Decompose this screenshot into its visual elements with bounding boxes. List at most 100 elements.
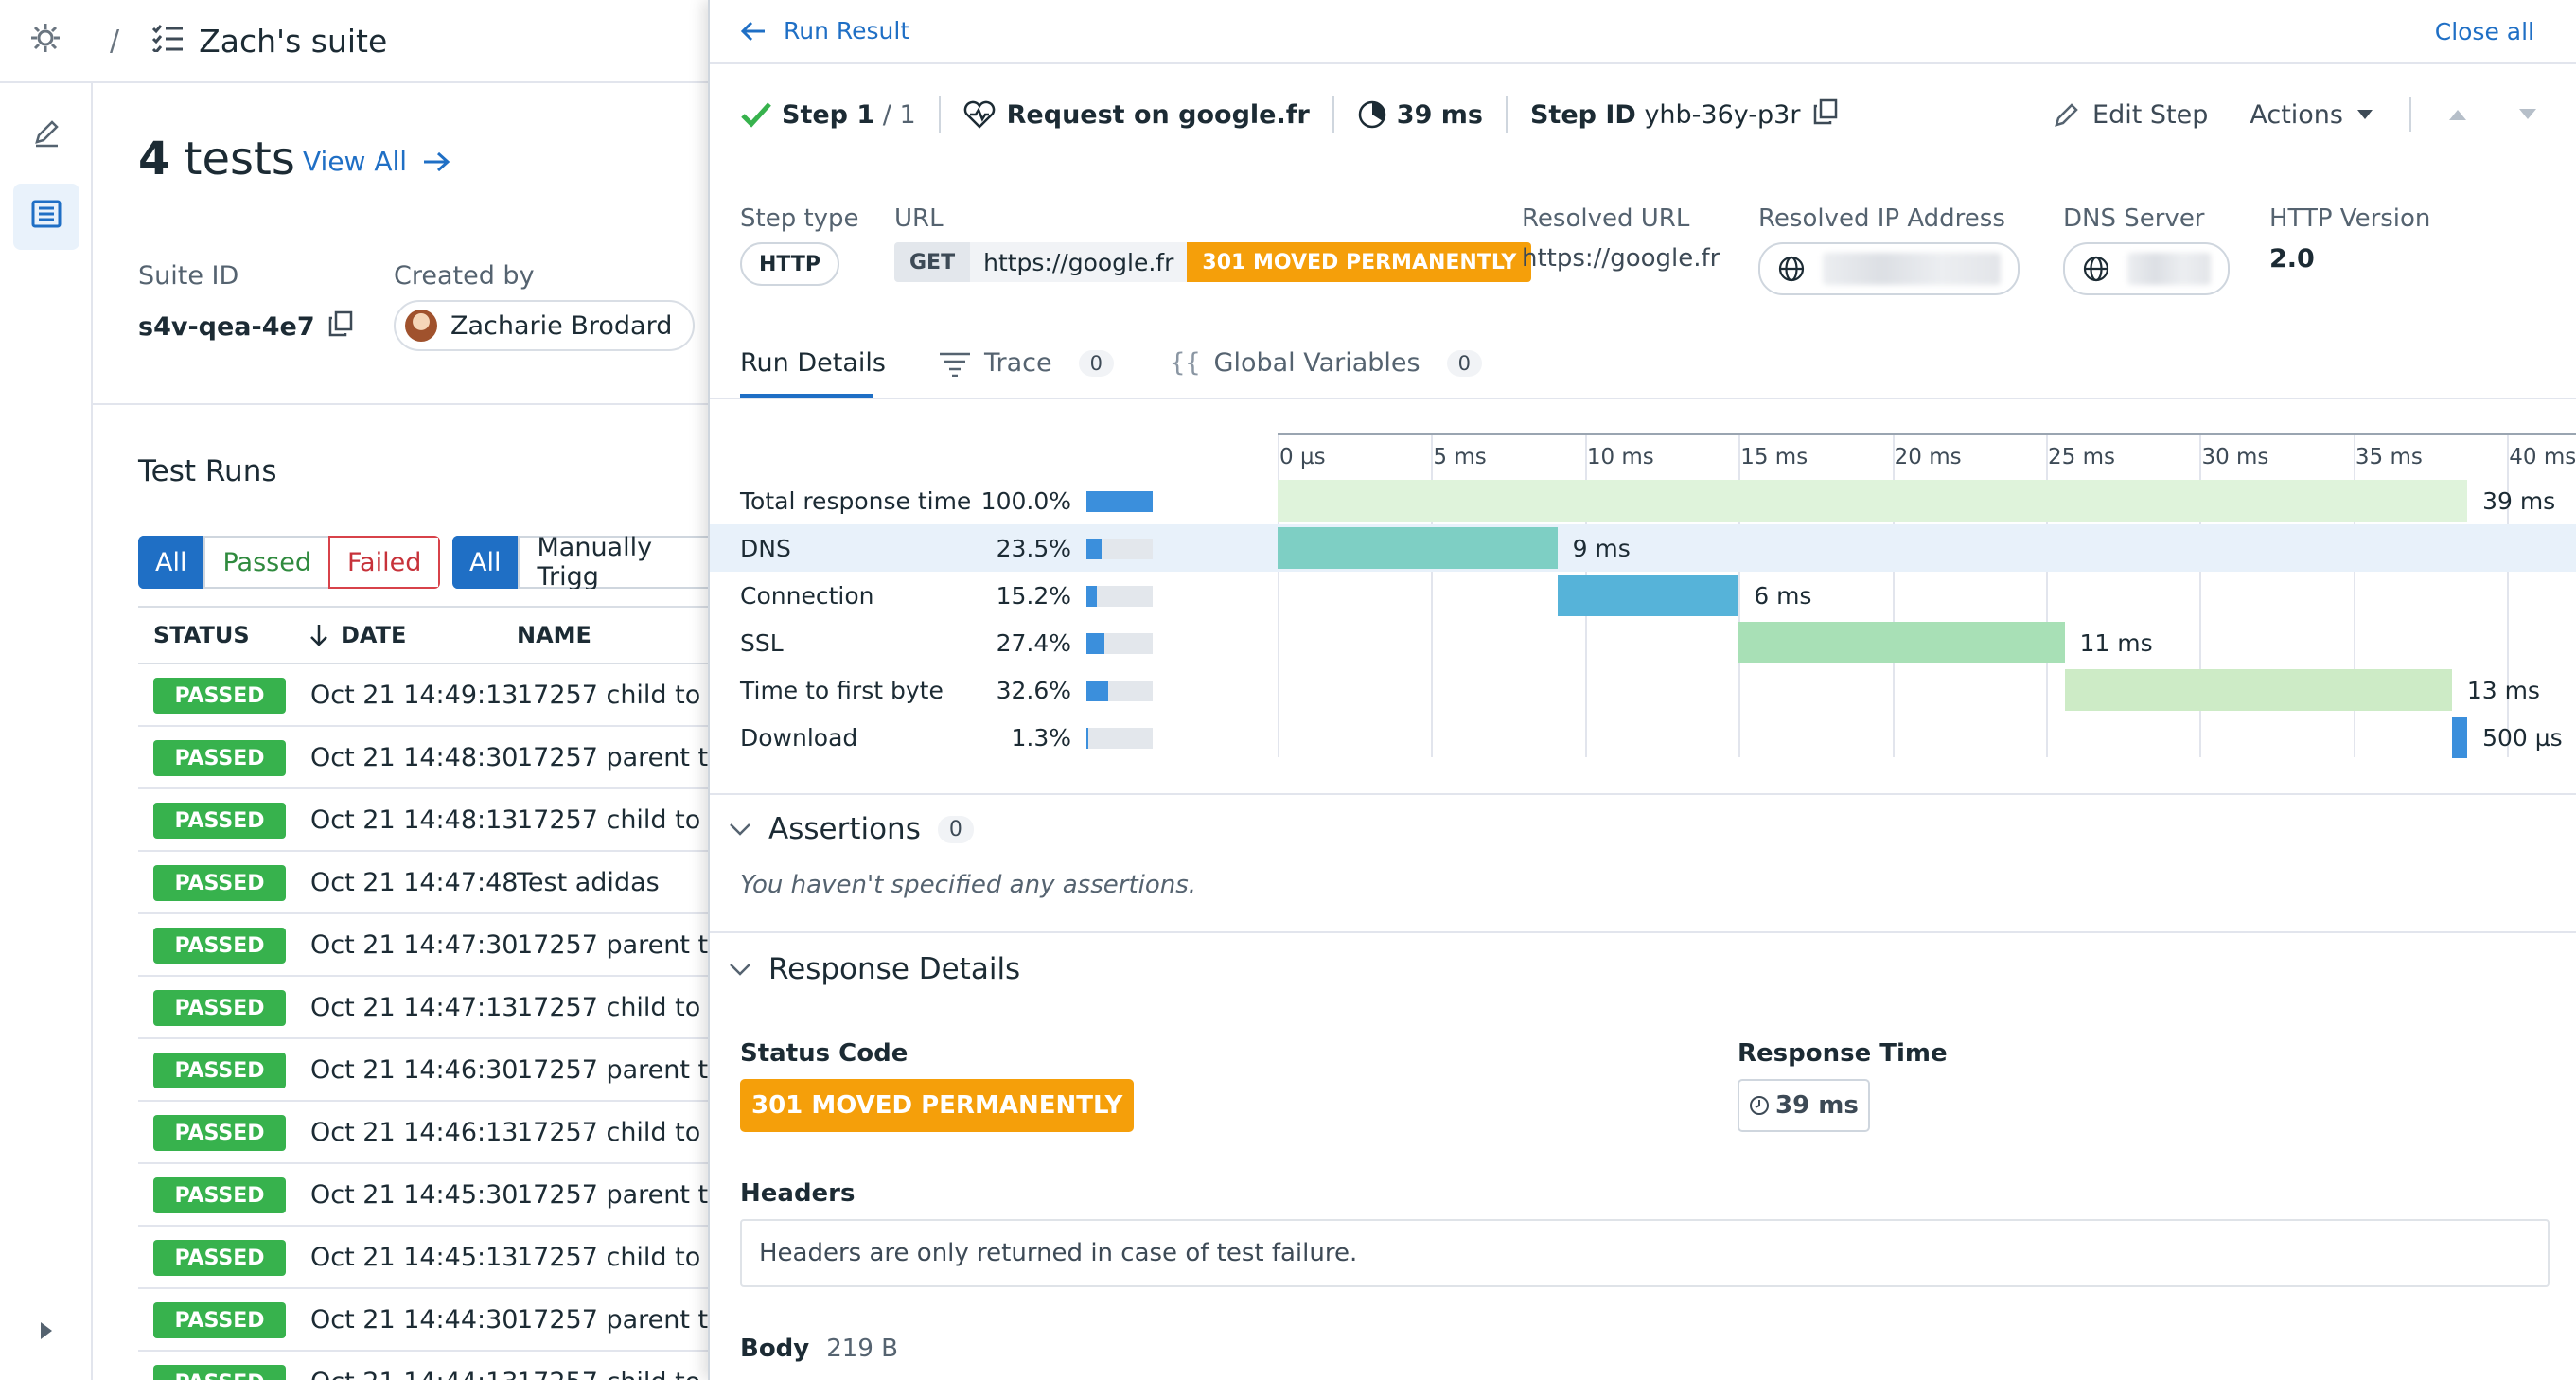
timing-row[interactable]: DNS 23.5% 9 ms xyxy=(710,524,2576,572)
trigger-filter-manual[interactable]: Manually Trigg xyxy=(518,536,717,589)
timing-row[interactable]: Time to first byte 32.6% 13 ms xyxy=(710,666,2576,714)
table-row[interactable]: PASSED Oct 21 14:47:48 Test adidas xyxy=(138,852,717,914)
tab-trace-label: Trace xyxy=(984,348,1052,378)
timing-waterfall: 0 µs 5 ms 10 ms 15 ms 20 ms 25 ms 30 ms 35 ms 40… xyxy=(710,420,2576,780)
step-summary: Step 1 / 1 Request on google.fr 39 ms St… xyxy=(740,95,1838,134)
timing-label: Connection xyxy=(740,582,874,610)
run-name: 17257 parent to xyxy=(517,1305,717,1335)
trace-icon xyxy=(940,352,970,377)
redacted-dns xyxy=(2127,253,2211,285)
divider xyxy=(938,96,941,133)
headers-label: Headers xyxy=(740,1179,856,1208)
actions-dropdown[interactable]: Actions xyxy=(2250,100,2373,130)
trigger-filter-all[interactable]: All xyxy=(452,536,520,589)
timing-row[interactable]: Connection 15.2% 6 ms xyxy=(710,572,2576,619)
status-badge: PASSED xyxy=(153,1053,286,1088)
table-row[interactable]: PASSED Oct 21 14:47:30 17257 parent to xyxy=(138,914,717,977)
back-to-run-result-link[interactable]: Run Result xyxy=(740,17,909,44)
timing-row[interactable]: Download 1.3% 500 µs xyxy=(710,714,2576,761)
caret-down-icon xyxy=(2357,110,2373,119)
globe-icon xyxy=(2083,256,2109,282)
timing-bar xyxy=(2451,717,2468,758)
left-rail xyxy=(0,83,93,1380)
caret-right-icon xyxy=(41,1322,52,1339)
timing-row[interactable]: SSL 27.4% 11 ms xyxy=(710,619,2576,666)
close-all-button[interactable]: Close all xyxy=(2434,18,2534,45)
column-date[interactable]: DATE xyxy=(309,622,406,648)
back-label: Run Result xyxy=(784,17,910,44)
expand-rail-button[interactable] xyxy=(34,1319,57,1342)
trigger-filter: All Manually Trigg xyxy=(452,536,717,589)
api-request-icon xyxy=(963,100,995,129)
filter-all[interactable]: All xyxy=(138,536,206,589)
status-badge: PASSED xyxy=(153,1302,286,1338)
run-date: Oct 21 14:49:13 xyxy=(310,681,519,710)
run-name: 17257 child to de xyxy=(517,1118,717,1147)
edit-step-button[interactable]: Edit Step xyxy=(2053,100,2208,130)
run-name: Test adidas xyxy=(517,868,660,897)
run-result-panel: Run Result Close all Step 1 / 1 Request … xyxy=(708,0,2576,1380)
dns-server-chip[interactable] xyxy=(2063,242,2230,295)
resolved-ip-chip[interactable] xyxy=(1758,242,2020,295)
timing-percent-fill xyxy=(1086,681,1108,701)
status-badge: PASSED xyxy=(153,928,286,964)
timing-bar xyxy=(1278,527,1558,569)
timing-bar xyxy=(1278,480,2468,522)
app-logo-icon[interactable] xyxy=(28,21,62,62)
step-of: / 1 xyxy=(882,99,916,130)
copy-icon[interactable] xyxy=(328,310,353,344)
edit-step-label: Edit Step xyxy=(2092,99,2209,130)
response-time-badge: 39 ms xyxy=(1738,1079,1870,1132)
tests-count-heading: 4 tests xyxy=(138,133,295,186)
timing-tick-label: 0 µs xyxy=(1279,445,1326,469)
timing-row[interactable]: Total response time 100.0% 39 ms xyxy=(710,477,2576,524)
timing-value: 6 ms xyxy=(1754,582,1812,610)
copy-icon[interactable] xyxy=(1813,98,1838,132)
divider xyxy=(93,403,717,405)
view-all-label: View All xyxy=(303,146,408,177)
http-method: GET xyxy=(894,242,971,282)
table-row[interactable]: PASSED Oct 21 14:44:30 17257 parent to xyxy=(138,1289,717,1352)
previous-step-icon[interactable] xyxy=(2447,108,2468,121)
column-status[interactable]: STATUS xyxy=(153,622,250,648)
table-row[interactable]: PASSED Oct 21 14:48:30 17257 parent to xyxy=(138,727,717,789)
assertions-section-toggle[interactable]: Assertions 0 xyxy=(729,812,974,846)
edit-nav-button[interactable] xyxy=(13,102,79,168)
breadcrumb-separator: / xyxy=(110,24,120,58)
creator-chip[interactable]: Zacharie Brodard xyxy=(394,300,696,351)
sort-desc-icon xyxy=(310,625,327,646)
run-date: Oct 21 14:45:13 xyxy=(310,1243,519,1272)
column-date-label: DATE xyxy=(341,622,407,648)
timing-gridline xyxy=(1278,435,1279,757)
tab-trace[interactable]: Trace 0 xyxy=(939,348,1115,378)
timing-gridline xyxy=(1431,435,1434,757)
timing-percent-fill xyxy=(1086,633,1105,654)
duration-pie-icon xyxy=(1358,100,1386,129)
tab-run-details[interactable]: Run Details xyxy=(740,348,886,378)
redacted-ip xyxy=(1823,253,2001,285)
timing-value: 9 ms xyxy=(1572,535,1631,562)
filter-passed[interactable]: Passed xyxy=(203,536,330,589)
timing-percent-fill xyxy=(1086,586,1097,607)
status-code-badge: 301 MOVED PERMANENTLY xyxy=(740,1079,1135,1132)
test-runs-nav-button[interactable] xyxy=(13,184,79,250)
timing-axis-line xyxy=(1278,433,2576,435)
next-step-icon[interactable] xyxy=(2517,108,2538,121)
table-row[interactable]: PASSED Oct 21 14:45:30 17257 parent to xyxy=(138,1164,717,1227)
status-badge: PASSED xyxy=(153,1365,286,1380)
column-name[interactable]: NAME xyxy=(517,622,591,648)
status-code-label: Status Code xyxy=(740,1039,909,1068)
view-all-link[interactable]: View All xyxy=(303,146,450,177)
tab-global-variables[interactable]: {{ Global Variables 0 xyxy=(1170,348,1482,378)
table-row[interactable]: PASSED Oct 21 14:46:30 17257 parent to xyxy=(138,1039,717,1102)
filter-failed[interactable]: Failed xyxy=(327,536,441,589)
response-details-toggle[interactable]: Response Details xyxy=(729,952,1020,986)
timing-percent-fill xyxy=(1086,491,1153,512)
tab-global-variables-label: Global Variables xyxy=(1213,348,1420,378)
